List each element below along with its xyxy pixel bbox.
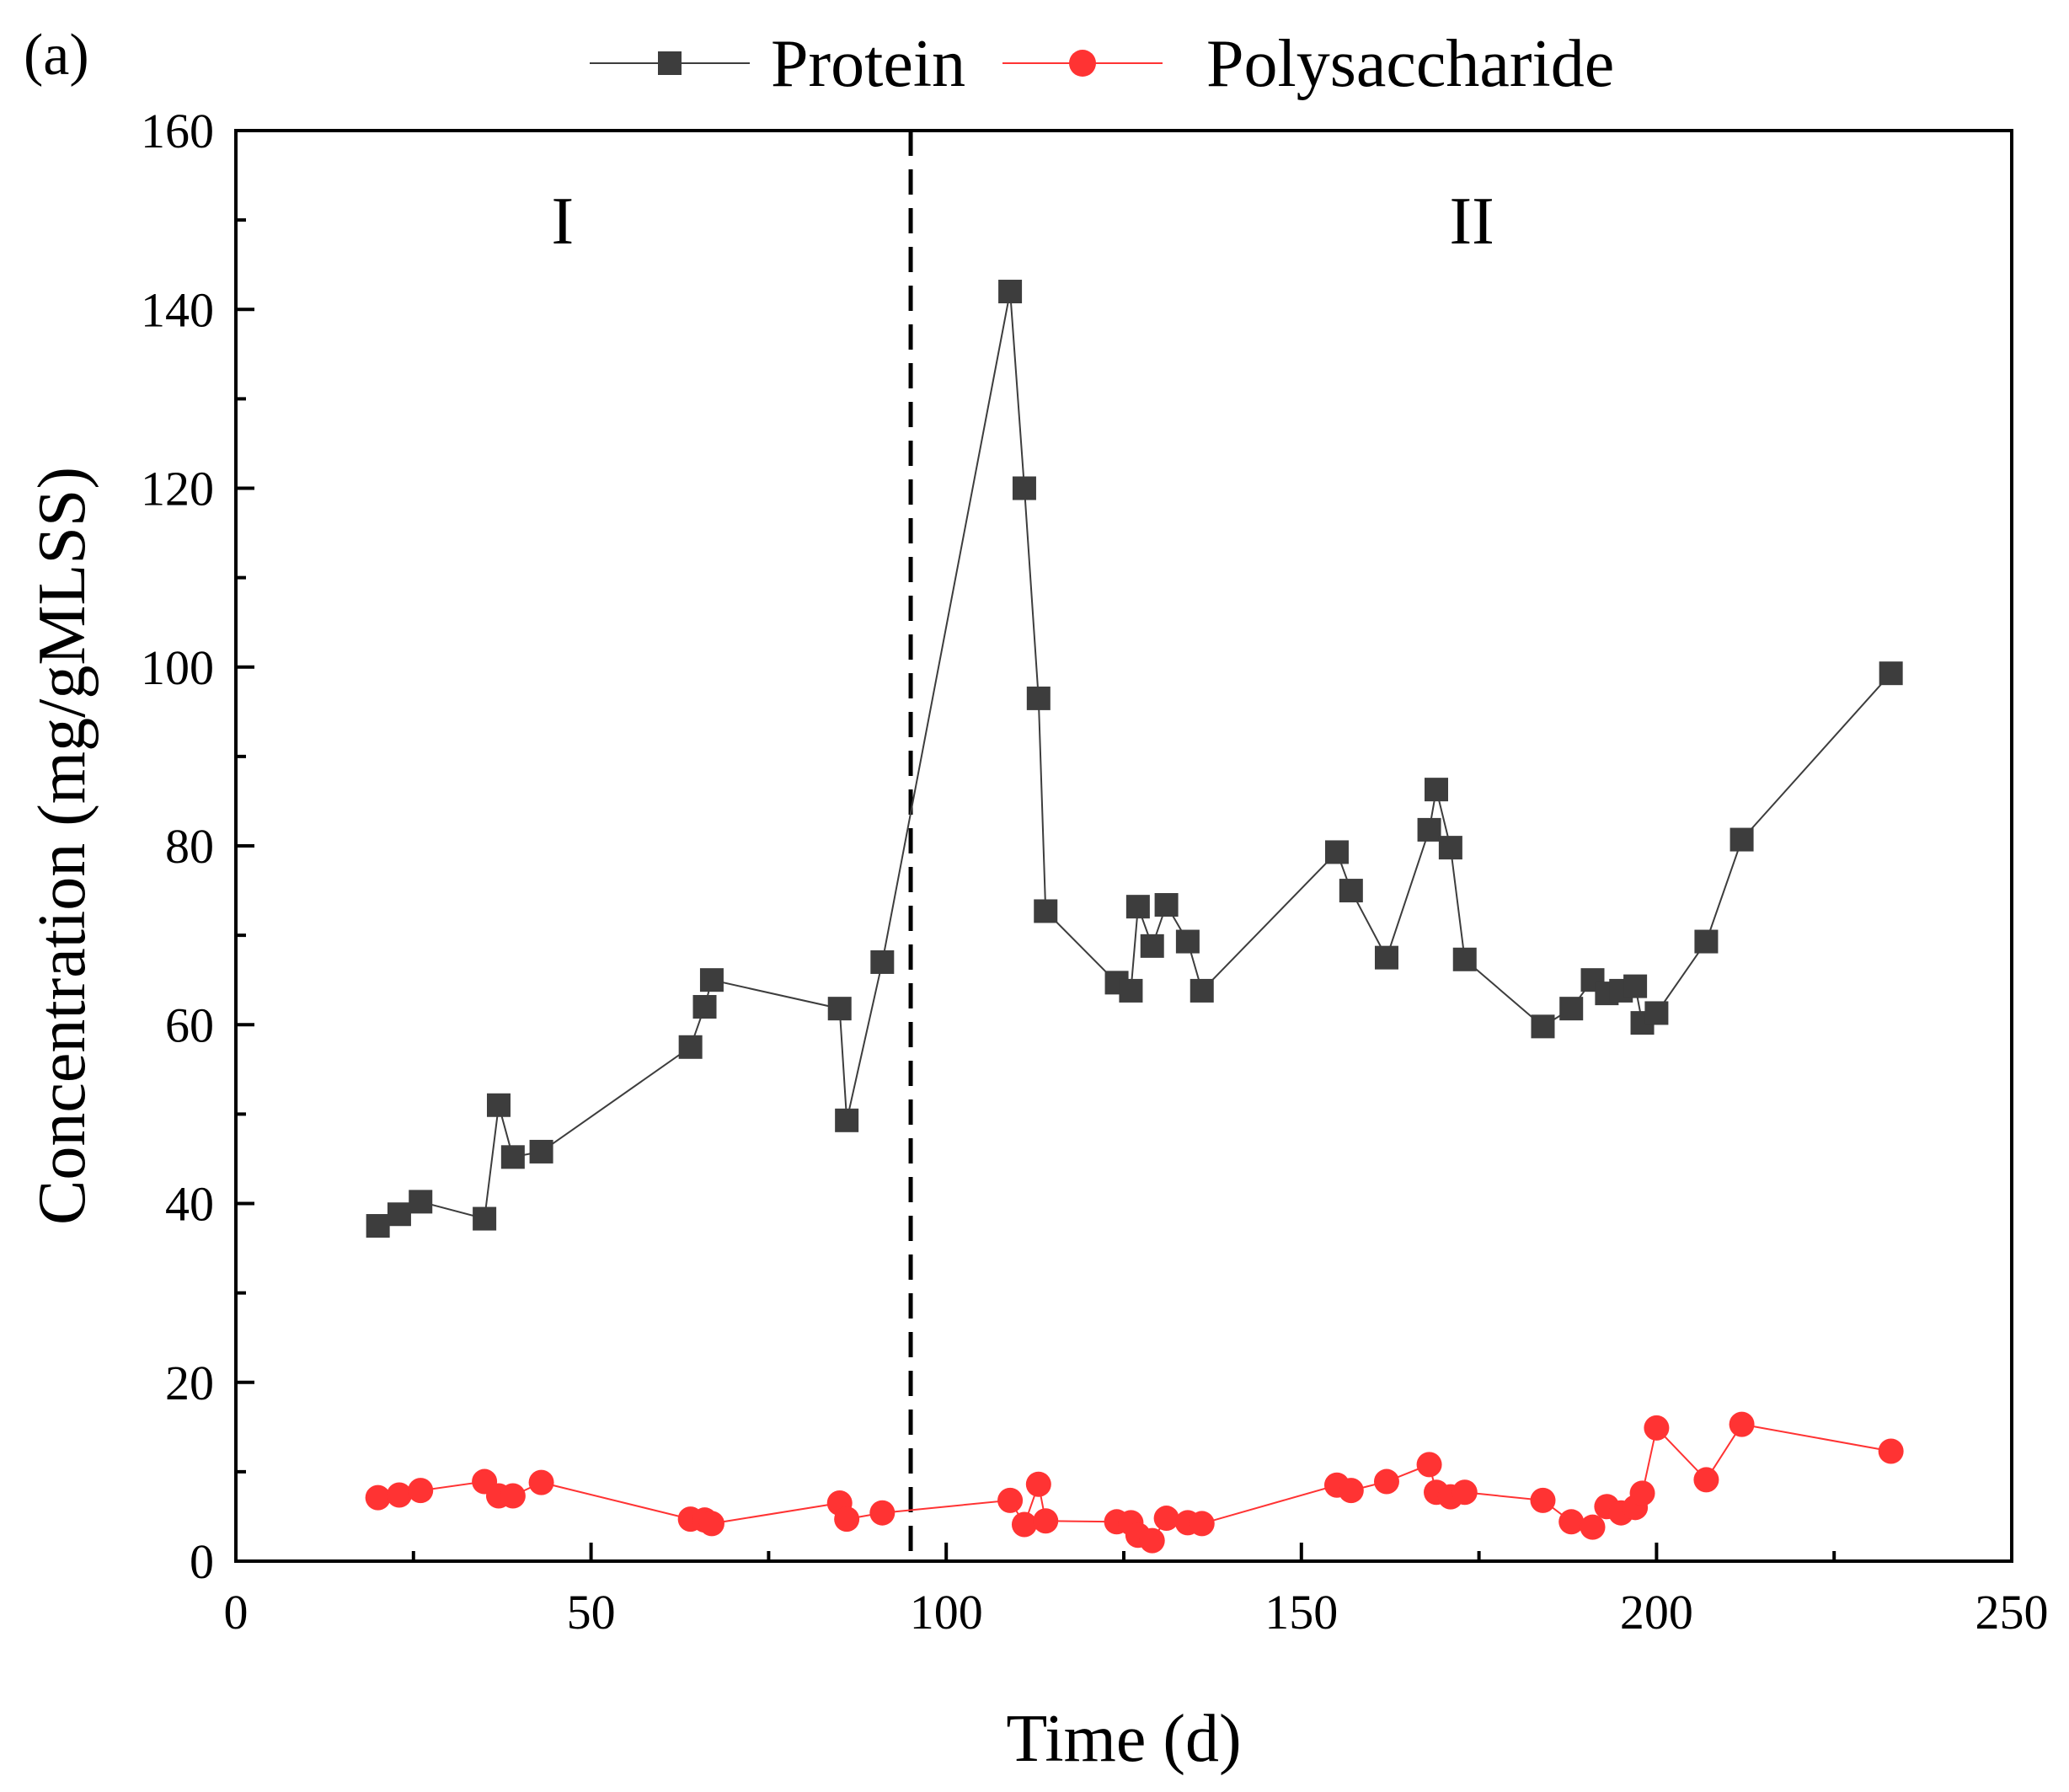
- protein-point: [1339, 879, 1363, 903]
- protein-point: [1119, 978, 1143, 1003]
- y-tick-label: 160: [141, 104, 214, 158]
- polysaccharide-point: [1338, 1478, 1364, 1504]
- protein-line: [377, 291, 1892, 1227]
- protein-point: [1140, 933, 1164, 958]
- y-axis: 0 20 40 60 80 100 120 140 160: [141, 104, 254, 1589]
- polysaccharide-point: [1416, 1452, 1442, 1478]
- protein-point: [1531, 1014, 1555, 1039]
- y-tick-label: 120: [141, 462, 214, 516]
- protein-point: [1175, 929, 1200, 954]
- x-axis: 0 50 100 150 200 250: [224, 1543, 2049, 1640]
- protein-point: [1026, 686, 1051, 710]
- polysaccharide-point: [1729, 1411, 1755, 1437]
- legend-polysaccharide-marker: [1069, 50, 1096, 77]
- protein-point: [1623, 974, 1648, 998]
- x-axis-title: Time (d): [1006, 1702, 1241, 1776]
- x-tick-label: 0: [224, 1585, 249, 1640]
- protein-point: [827, 997, 852, 1021]
- legend: Protein Polysaccharide: [590, 27, 1614, 101]
- protein-point: [678, 1035, 703, 1059]
- protein-point: [692, 995, 717, 1019]
- protein-point: [366, 1214, 390, 1238]
- x-tick-label: 250: [1975, 1585, 2049, 1640]
- protein-point: [500, 1145, 525, 1169]
- protein-point: [1034, 899, 1058, 923]
- x-tick-label: 50: [567, 1585, 616, 1640]
- polysaccharide-point: [1558, 1509, 1585, 1535]
- polysaccharide-point: [1693, 1467, 1719, 1493]
- protein-point: [409, 1190, 433, 1214]
- protein-point: [1438, 836, 1462, 860]
- polysaccharide-point: [365, 1484, 391, 1511]
- y-tick-label: 60: [165, 998, 214, 1052]
- x-tick-label: 200: [1620, 1585, 1693, 1640]
- protein-point: [1730, 827, 1754, 852]
- polysaccharide-point: [1189, 1511, 1215, 1537]
- polysaccharide-point: [1878, 1438, 1904, 1464]
- protein-point: [529, 1139, 553, 1163]
- protein-point: [1190, 978, 1214, 1003]
- protein-point: [1154, 893, 1179, 917]
- protein-point: [1452, 947, 1477, 971]
- polysaccharide-point: [698, 1511, 724, 1537]
- y-tick-label: 80: [165, 819, 214, 874]
- polysaccharide-point: [1644, 1415, 1670, 1441]
- protein-point: [1012, 476, 1036, 500]
- protein-point: [387, 1202, 411, 1227]
- polysaccharide-point: [1139, 1527, 1165, 1554]
- protein-point: [1374, 945, 1398, 970]
- polysaccharide-point: [1011, 1511, 1037, 1538]
- polysaccharide-point: [834, 1506, 860, 1533]
- x-tick-label: 150: [1264, 1585, 1338, 1640]
- polysaccharide-point: [500, 1483, 526, 1509]
- protein-point: [835, 1108, 859, 1132]
- polysaccharide-point: [1373, 1468, 1399, 1495]
- protein-point: [998, 280, 1023, 304]
- y-tick-label: 100: [141, 640, 214, 695]
- series-protein: [366, 280, 1903, 1238]
- protein-point: [1644, 1001, 1669, 1025]
- panel-label: (a): [24, 23, 89, 88]
- protein-point: [1879, 661, 1903, 686]
- polysaccharide-point: [997, 1487, 1024, 1513]
- polysaccharide-point: [1025, 1471, 1051, 1497]
- polysaccharide-point: [386, 1482, 412, 1508]
- protein-point: [1417, 817, 1441, 842]
- y-axis-title: Concentration (mg/gMLSS): [25, 467, 99, 1225]
- y-tick-label: 140: [141, 282, 214, 337]
- protein-point: [1125, 895, 1150, 919]
- polysaccharide-point: [869, 1500, 895, 1526]
- y-tick-label: 0: [190, 1534, 214, 1589]
- x-tick-label: 100: [910, 1585, 983, 1640]
- legend-polysaccharide-label: Polysaccharide: [1206, 27, 1614, 101]
- protein-point: [870, 949, 895, 974]
- region-label-ii: II: [1450, 185, 1494, 259]
- polysaccharide-point: [1530, 1487, 1556, 1513]
- polysaccharide-point: [1153, 1506, 1179, 1532]
- polysaccharide-point: [1452, 1479, 1478, 1506]
- polysaccharide-point: [1580, 1514, 1606, 1540]
- protein-point: [1324, 840, 1349, 864]
- protein-point: [486, 1093, 511, 1117]
- series-polysaccharide: [365, 1411, 1904, 1554]
- protein-point: [1559, 997, 1584, 1021]
- polysaccharide-point: [528, 1469, 554, 1495]
- legend-protein-marker: [658, 51, 682, 75]
- protein-point: [473, 1206, 497, 1231]
- region-label-i: I: [552, 185, 575, 259]
- polysaccharide-point: [1629, 1480, 1655, 1506]
- protein-point: [1694, 929, 1719, 954]
- polysaccharide-point: [1033, 1508, 1059, 1534]
- protein-point: [1425, 778, 1449, 802]
- y-tick-label: 40: [165, 1177, 214, 1232]
- protein-point: [699, 968, 724, 992]
- y-tick-label: 20: [165, 1356, 214, 1410]
- polysaccharide-point: [408, 1478, 434, 1504]
- legend-protein-label: Protein: [771, 27, 965, 101]
